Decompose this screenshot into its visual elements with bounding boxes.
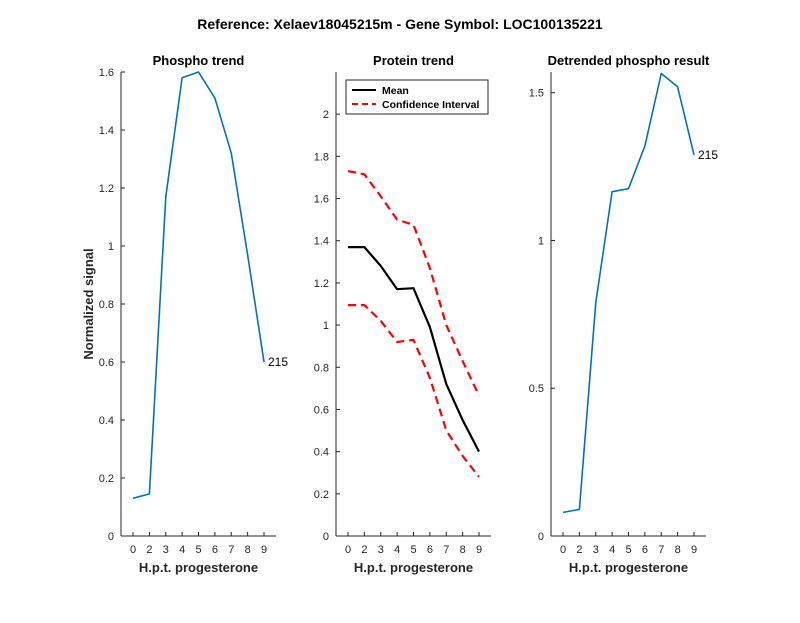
x-tick-label: 9 bbox=[476, 544, 482, 556]
x-tick-label: 8 bbox=[460, 544, 466, 556]
series-end-label: 215 bbox=[698, 148, 718, 162]
legend-box bbox=[345, 79, 489, 115]
series-line-mean bbox=[348, 246, 480, 453]
x-tick-label: 2 bbox=[576, 544, 582, 556]
x-axis-label: H.p.t. progesterone bbox=[354, 560, 473, 575]
y-tick-label: 0.4 bbox=[314, 447, 329, 459]
y-tick-label: 0.5 bbox=[529, 383, 544, 395]
y-tick-label: 0 bbox=[538, 531, 544, 543]
x-tick-label: 3 bbox=[163, 544, 169, 556]
y-tick-label: 1 bbox=[538, 235, 544, 247]
y-tick-label: 1 bbox=[323, 320, 329, 332]
y-tick-label: 0.2 bbox=[99, 473, 114, 485]
y-tick-label: 1.2 bbox=[99, 183, 114, 195]
subplot-title: Detrended phospho result bbox=[548, 53, 710, 68]
legend: Mean Confidence Interval bbox=[345, 79, 489, 115]
x-tick-label: 6 bbox=[427, 544, 433, 556]
subplot-2: 0 2 3 4 5 6 7 8 900.20.40.60.811.21.41.61.82Prot… bbox=[314, 53, 491, 575]
subplot-title: Protein trend bbox=[373, 53, 454, 68]
x-tick-label: 5 bbox=[625, 544, 631, 556]
y-tick-label: 0.6 bbox=[314, 404, 329, 416]
x-tick-label: 9 bbox=[691, 544, 697, 556]
x-tick-label: 0 bbox=[560, 544, 566, 556]
subplot-1: 0 2 3 4 5 6 7 8 900.20.40.60.811.21.41.6Phospho … bbox=[81, 53, 288, 575]
y-tick-label: 0 bbox=[108, 531, 114, 543]
x-tick-label: 3 bbox=[593, 544, 599, 556]
series-line bbox=[132, 71, 265, 500]
y-tick-label: 0.6 bbox=[99, 357, 114, 369]
legend-entry: Mean bbox=[382, 85, 409, 97]
x-axis-label: H.p.t. progesterone bbox=[569, 560, 688, 575]
legend-entry: Confidence Interval bbox=[382, 99, 480, 111]
y-tick-label: 1.8 bbox=[314, 151, 329, 163]
x-tick-label: 7 bbox=[658, 544, 664, 556]
x-tick-label: 2 bbox=[146, 544, 152, 556]
figure-title: Reference: Xelaev18045215m - Gene Symbol… bbox=[197, 16, 603, 32]
x-tick-label: 6 bbox=[642, 544, 648, 556]
y-tick-label: 1.5 bbox=[529, 88, 544, 100]
x-tick-label: 4 bbox=[394, 544, 400, 556]
y-tick-label: 1.2 bbox=[314, 278, 329, 290]
series-end-label: 215 bbox=[268, 355, 288, 369]
x-tick-label: 7 bbox=[228, 544, 234, 556]
y-axis-label: Normalized signal bbox=[81, 248, 96, 359]
y-tick-label: 1.6 bbox=[99, 67, 114, 79]
y-tick-label: 1.4 bbox=[314, 236, 329, 248]
subplot-title: Phospho trend bbox=[153, 53, 245, 68]
x-tick-label: 6 bbox=[212, 544, 218, 556]
series-line-confidence-interval-lower bbox=[348, 304, 480, 478]
y-tick-label: 0.2 bbox=[314, 489, 329, 501]
y-tick-label: 1 bbox=[108, 241, 114, 253]
x-tick-label: 4 bbox=[609, 544, 615, 556]
y-tick-label: 0 bbox=[323, 531, 329, 543]
x-tick-label: 9 bbox=[261, 544, 267, 556]
x-tick-label: 2 bbox=[361, 544, 367, 556]
x-tick-label: 0 bbox=[130, 544, 136, 556]
x-tick-label: 4 bbox=[179, 544, 185, 556]
x-axis-label: H.p.t. progesterone bbox=[139, 560, 258, 575]
y-tick-label: 0.8 bbox=[99, 299, 114, 311]
y-tick-label: 2 bbox=[323, 109, 329, 121]
y-tick-label: 1.4 bbox=[99, 125, 114, 137]
x-tick-label: 7 bbox=[443, 544, 449, 556]
x-tick-label: 5 bbox=[410, 544, 416, 556]
x-tick-label: 8 bbox=[245, 544, 251, 556]
series-line bbox=[562, 72, 695, 514]
series-line-confidence-interval bbox=[347, 170, 480, 397]
x-tick-label: 3 bbox=[378, 544, 384, 556]
y-tick-label: 0.8 bbox=[314, 362, 329, 374]
x-tick-label: 8 bbox=[675, 544, 681, 556]
y-tick-label: 0.4 bbox=[99, 415, 114, 427]
x-tick-label: 0 bbox=[345, 544, 351, 556]
y-tick-label: 1.6 bbox=[314, 194, 329, 206]
x-tick-label: 5 bbox=[195, 544, 201, 556]
